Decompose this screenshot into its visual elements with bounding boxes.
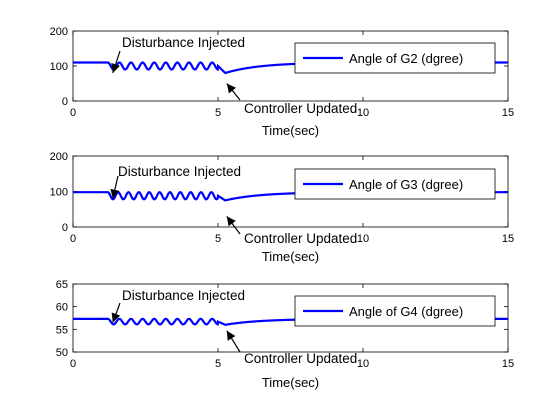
y-tick-label: 100	[50, 187, 68, 199]
legend: Angle of G4 (dgree)	[294, 295, 496, 327]
x-tick-label: 0	[70, 233, 76, 245]
x-tick-label: 5	[215, 233, 221, 245]
annotation-disturbance: Disturbance Injected	[122, 288, 245, 303]
legend: Angle of G3 (dgree)	[294, 168, 496, 200]
x-tick-label: 10	[357, 233, 369, 245]
x-axis-label: Time(sec)	[262, 123, 319, 138]
y-tick-label: 50	[56, 347, 68, 359]
legend: Angle of G2 (dgree)	[294, 42, 496, 74]
y-tick-label: 60	[56, 302, 68, 314]
x-tick-label: 10	[357, 358, 369, 370]
x-tick-label: 0	[70, 107, 76, 119]
subplot-1: 0 5 10 15 0 100 200 Time(sec) Angle of G2 (dgree…	[50, 26, 514, 138]
annotation-controller: Controller Updated	[244, 231, 357, 246]
annotation-controller-arrow-head	[226, 330, 236, 341]
annotation-disturbance-arrow-head	[110, 188, 120, 199]
legend-label: Angle of G2 (dgree)	[349, 51, 463, 66]
annotation-disturbance-arrow-head	[111, 63, 120, 73]
annotation-disturbance: Disturbance Injected	[118, 164, 241, 179]
legend-label: Angle of G3 (dgree)	[349, 177, 463, 192]
annotation-controller-arrow-head	[226, 83, 236, 94]
annotation-controller: Controller Updated	[244, 101, 357, 116]
annotation-disturbance-arrow-head	[111, 312, 121, 323]
annotation-controller: Controller Updated	[244, 351, 357, 366]
y-tick-label: 65	[56, 279, 68, 291]
y-tick-label: 55	[56, 324, 68, 336]
x-tick-label: 0	[70, 358, 76, 370]
x-tick-label: 5	[215, 358, 221, 370]
y-tick-label: 100	[50, 61, 68, 73]
subplot-2: 0 5 10 15 0 100 200 Time(sec) Angle of G3 (dgree…	[50, 151, 514, 264]
legend-label: Angle of G4 (dgree)	[349, 304, 463, 319]
x-tick-label: 10	[357, 107, 369, 119]
subplot-3: 0 5 10 15 50 55 60 65 Time(sec) Angle of G4 (dgre…	[56, 279, 514, 390]
x-axis-label: Time(sec)	[262, 249, 319, 264]
x-axis-label: Time(sec)	[262, 375, 319, 390]
annotation-disturbance: Disturbance Injected	[122, 35, 245, 50]
x-tick-label: 5	[215, 107, 221, 119]
y-tick-label: 0	[62, 222, 68, 234]
y-tick-label: 200	[50, 151, 68, 163]
x-tick-label: 15	[502, 233, 514, 245]
x-tick-label: 15	[502, 107, 514, 119]
y-tick-label: 200	[50, 26, 68, 38]
annotation-controller-arrow-head	[226, 216, 236, 227]
y-tick-label: 0	[62, 96, 68, 108]
x-tick-label: 15	[502, 358, 514, 370]
